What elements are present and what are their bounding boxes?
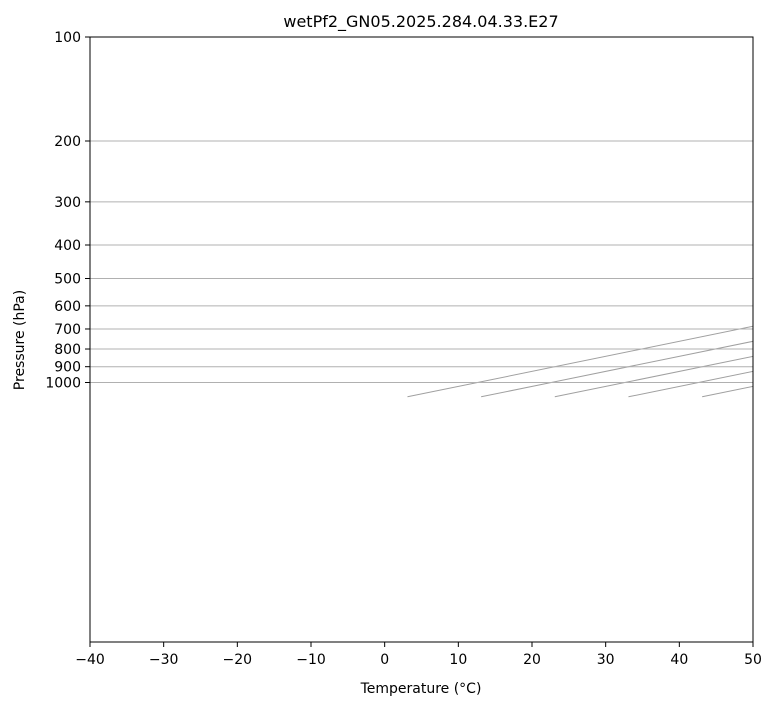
y-tick-label: 100 [54, 30, 81, 46]
x-axis-label: Temperature (°C) [360, 681, 482, 697]
isotherm-line [407, 325, 753, 398]
plot-background [90, 37, 753, 642]
chart-title: wetPf2_GN05.2025.284.04.33.E27 [283, 12, 558, 32]
y-tick-label: 1000 [45, 376, 81, 392]
plot-frame [89, 36, 754, 643]
y-axis-label: Pressure (hPa) [12, 290, 28, 390]
x-tick-label: 50 [744, 652, 762, 668]
x-tick-label: 20 [523, 652, 541, 668]
y-tick-label: 400 [54, 238, 81, 254]
x-axis: −40 −30 −20 −10 0 10 20 30 40 50 [75, 642, 762, 668]
y-tick-label: 700 [54, 322, 81, 338]
x-tick-label: −30 [149, 652, 179, 668]
y-tick-label: 900 [54, 360, 81, 376]
grid-lines [90, 37, 753, 398]
y-tick-label: 800 [54, 342, 81, 358]
x-tick-label: −10 [296, 652, 326, 668]
x-tick-label: 0 [380, 652, 389, 668]
x-tick-label: −40 [75, 652, 105, 668]
y-tick-label: 600 [54, 299, 81, 315]
y-tick-label: 300 [54, 195, 81, 211]
x-tick-label: 40 [670, 652, 688, 668]
y-tick-label: 200 [54, 134, 81, 150]
x-tick-label: −20 [223, 652, 253, 668]
x-tick-label: 10 [449, 652, 467, 668]
y-tick-label: 500 [54, 271, 81, 287]
x-tick-label: 30 [597, 652, 615, 668]
